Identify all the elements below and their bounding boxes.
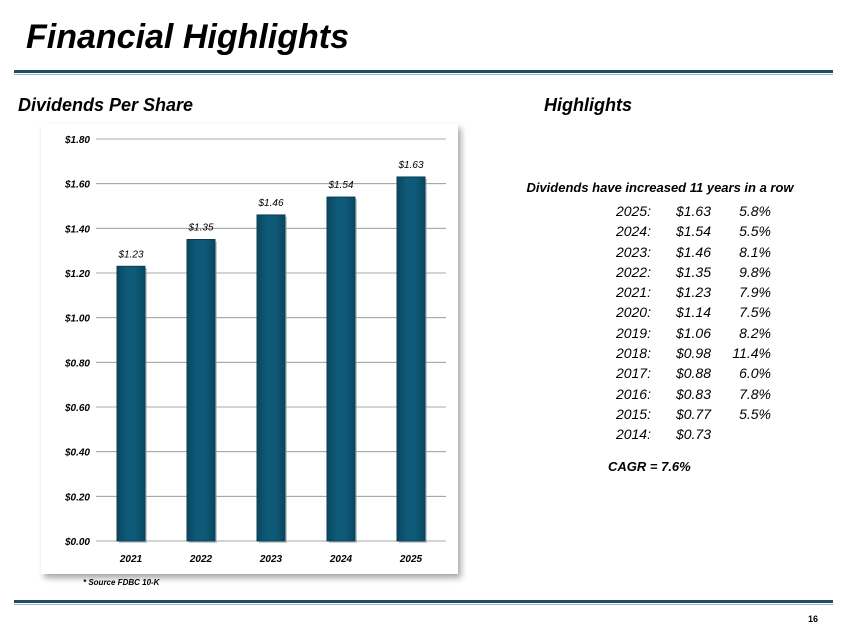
row-pct: 7.8% (739, 385, 771, 402)
highlights-headline: Dividends have increased 11 years in a r… (526, 180, 794, 195)
x-tick-label: 2023 (259, 554, 283, 565)
row-year: 2014: (615, 426, 651, 443)
table-row: 2017: $0.88 6.0% (575, 363, 771, 383)
data-label: $1.35 (187, 223, 213, 234)
row-value: $1.63 (675, 203, 711, 219)
x-tick-label: 2022 (189, 554, 213, 565)
row-pct: 7.5% (739, 304, 771, 321)
row-value: $0.98 (675, 345, 711, 362)
table-row: 2024: $1.54 5.5% (575, 221, 771, 241)
row-year: 2019: (615, 324, 651, 341)
y-tick-label: $1.60 (64, 180, 90, 191)
y-tick-label: $1.00 (64, 314, 90, 325)
bar (186, 239, 216, 542)
row-value: $0.77 (675, 405, 711, 422)
row-year: 2018: (615, 345, 651, 362)
row-pct: 5.8% (739, 203, 771, 219)
row-pct: 5.5% (739, 223, 771, 240)
dividend-history-table: 2025: $1.63 5.8% 2024: $1.54 5.5% 2023: $1.46 8.… (575, 201, 771, 445)
data-label: $1.23 (117, 249, 143, 260)
bar (326, 196, 356, 542)
row-value: $1.35 (675, 263, 711, 280)
row-year: 2016: (615, 385, 651, 402)
table-row: 2018: $0.98 11.4% (575, 343, 771, 363)
y-tick-label: $0.20 (64, 492, 90, 503)
row-value: $0.83 (675, 385, 711, 402)
row-value: $0.73 (675, 426, 711, 443)
data-label: $1.54 (327, 180, 353, 191)
table-row: 2023: $1.46 8.1% (575, 242, 771, 262)
y-tick-label: $0.80 (64, 358, 90, 369)
bar (396, 176, 426, 542)
row-value: $1.23 (675, 284, 711, 301)
cagr-label: CAGR = 7.6% (608, 459, 691, 474)
y-tick-label: $0.40 (64, 448, 90, 459)
table-row: 2015: $0.77 5.5% (575, 404, 771, 424)
row-value: $0.88 (675, 365, 711, 382)
row-pct: 9.8% (739, 263, 771, 280)
header-divider (14, 70, 833, 75)
page-title: Financial Highlights (26, 18, 350, 56)
table-row: 2020: $1.14 7.5% (575, 302, 771, 322)
data-label: $1.46 (257, 198, 283, 209)
x-tick-label: 2024 (329, 554, 353, 565)
row-pct: 7.9% (739, 284, 771, 301)
table-row: 2022: $1.35 9.8% (575, 262, 771, 282)
x-tick-label: 2021 (119, 554, 143, 565)
dividends-chart-panel: $0.00 $0.20 $0.40 $0.60 $0.80 $1.00 $1.20 $1.40… (41, 124, 458, 574)
row-pct (711, 424, 771, 444)
dividends-heading: Dividends Per Share (18, 95, 194, 115)
footer-divider (14, 600, 833, 605)
row-year: 2017: (615, 365, 651, 382)
data-label: $1.63 (397, 160, 423, 171)
row-year: 2024: (615, 223, 651, 240)
row-year: 2021: (615, 284, 651, 301)
y-tick-label: $1.40 (64, 224, 90, 235)
row-pct: 6.0% (739, 365, 771, 382)
row-value: $1.46 (675, 243, 711, 260)
bar (256, 214, 286, 542)
y-tick-label: $0.60 (64, 403, 90, 414)
bar (116, 265, 146, 542)
row-year: 2015: (615, 405, 651, 422)
table-row: 2021: $1.23 7.9% (575, 282, 771, 302)
dividends-bar-chart: $0.00 $0.20 $0.40 $0.60 $0.80 $1.00 $1.20 $1.40… (64, 135, 446, 565)
row-value: $1.54 (675, 223, 711, 240)
y-tick-label: $1.80 (64, 135, 90, 146)
row-year: 2023: (615, 243, 651, 260)
y-tick-label: $0.00 (64, 537, 90, 548)
row-year: 2020: (615, 304, 651, 321)
highlights-heading: Highlights (544, 95, 632, 115)
page-number: 16 (808, 614, 819, 624)
y-tick-label: $1.20 (64, 269, 90, 280)
row-value: $1.14 (675, 304, 711, 321)
row-pct: 8.2% (739, 324, 771, 341)
x-tick-label: 2025 (399, 554, 423, 565)
row-pct: 8.1% (739, 243, 771, 260)
table-row: 2019: $1.06 8.2% (575, 323, 771, 343)
row-year: 2025: (615, 203, 651, 219)
table-row: 2016: $0.83 7.8% (575, 384, 771, 404)
table-row: 2014: $0.73 (575, 424, 771, 444)
row-value: $1.06 (675, 324, 711, 341)
source-footnote: * Source FDBC 10-K (83, 578, 160, 587)
table-row: 2025: $1.63 5.8% (575, 201, 771, 221)
row-pct: 11.4% (732, 345, 771, 362)
row-pct: 5.5% (739, 405, 771, 422)
row-year: 2022: (615, 263, 651, 280)
